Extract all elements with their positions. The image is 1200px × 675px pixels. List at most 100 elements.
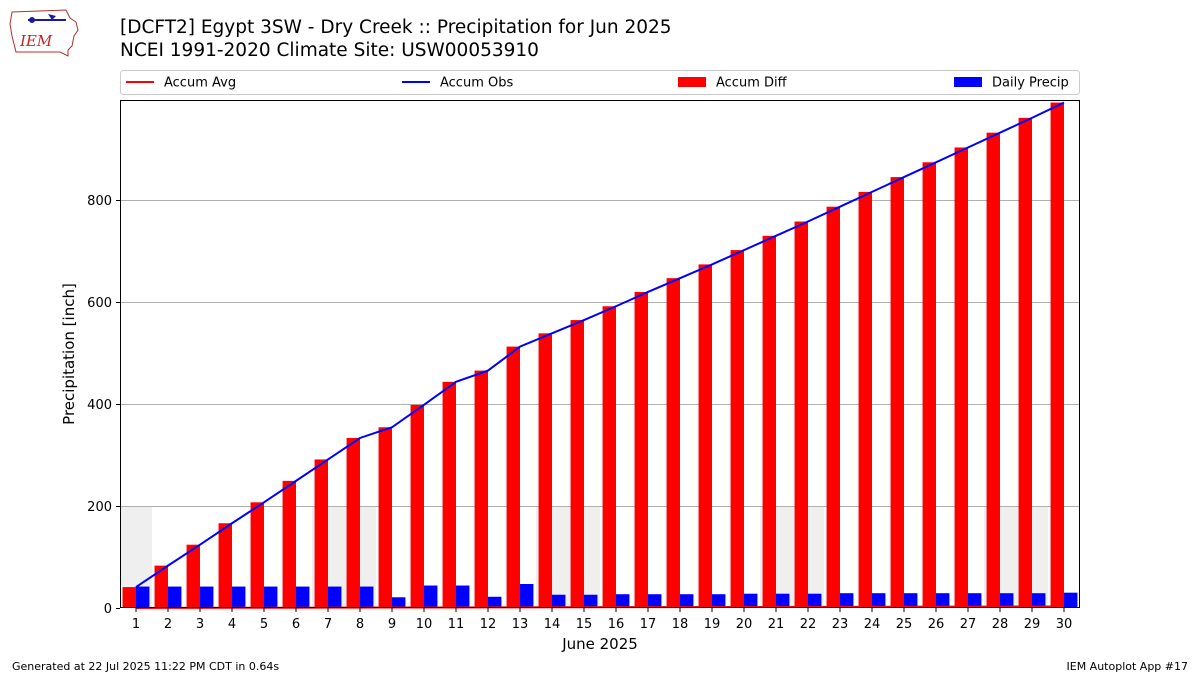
x-tick-label: 17 <box>640 617 657 632</box>
logo-sensor <box>29 17 35 23</box>
daily-precip-bar <box>488 596 502 608</box>
daily-precip-bar <box>1064 592 1078 608</box>
y-axis-label: Precipitation [inch] <box>60 283 78 425</box>
accum-diff-bar <box>698 264 712 608</box>
legend: Accum Avg Accum Obs Accum Diff Daily Precip <box>120 70 1080 95</box>
accum-diff-bar <box>346 437 360 608</box>
daily-precip-bar <box>360 586 374 608</box>
x-tick-label: 22 <box>800 617 817 632</box>
y-tick-label: 200 <box>87 500 112 515</box>
accum-diff-bar <box>122 587 136 608</box>
x-tick-label: 19 <box>704 617 721 632</box>
accum-diff-bar <box>474 370 488 608</box>
bar-series <box>122 102 1078 609</box>
x-tick-label: 6 <box>292 617 300 632</box>
x-tick-label: 16 <box>608 617 625 632</box>
legend-swatch-daily-precip <box>954 77 982 87</box>
daily-precip-bar <box>520 584 534 608</box>
app-credit: IEM Autoplot App #17 <box>1066 660 1189 673</box>
daily-precip-bar <box>264 586 278 608</box>
daily-precip-bar <box>776 593 790 608</box>
x-tick-label: 5 <box>260 617 268 632</box>
y-tick-label: 400 <box>87 398 112 413</box>
accum-diff-bar <box>890 177 904 609</box>
x-tick-label: 18 <box>672 617 689 632</box>
chart-title: [DCFT2] Egypt 3SW - Dry Creek :: Precipi… <box>120 17 672 38</box>
legend-label-accum-obs: Accum Obs <box>440 76 513 91</box>
daily-precip-bar <box>584 594 598 608</box>
accum-diff-bar <box>954 147 968 609</box>
x-tick-label: 11 <box>448 617 465 632</box>
accum-diff-bar <box>410 404 424 608</box>
generated-timestamp: Generated at 22 Jul 2025 11:22 PM CDT in… <box>12 660 280 673</box>
daily-precip-bar <box>392 597 406 608</box>
accum-diff-bar <box>730 250 744 608</box>
logo-vane <box>48 14 56 20</box>
daily-precip-bar <box>552 594 566 608</box>
y-axis: 0 200 400 600 800 <box>87 194 120 617</box>
chart-subtitle: NCEI 1991-2020 Climate Site: USW00053910 <box>120 40 539 61</box>
x-tick-label: 14 <box>544 617 561 632</box>
daily-precip-bar <box>840 593 854 608</box>
plot-frame <box>120 100 1080 608</box>
legend-frame <box>120 70 1080 95</box>
daily-precip-bar <box>456 585 470 608</box>
x-tick-label: 1 <box>132 617 140 632</box>
legend-label-daily-precip: Daily Precip <box>992 76 1069 91</box>
x-tick-label: 12 <box>480 617 497 632</box>
x-tick-label: 24 <box>864 617 881 632</box>
accum-diff-bar <box>218 523 232 608</box>
x-tick-label: 9 <box>388 617 396 632</box>
daily-precip-bar <box>232 586 246 608</box>
y-gridlines <box>120 200 1080 507</box>
daily-precip-bar <box>872 593 886 608</box>
x-tick-label: 25 <box>896 617 913 632</box>
daily-precip-bar <box>616 594 630 608</box>
y-tick-label: 0 <box>104 602 112 617</box>
accum-diff-bar <box>858 191 872 609</box>
daily-precip-bar <box>648 594 662 608</box>
accum-diff-bar <box>186 544 200 608</box>
x-tick-label: 15 <box>576 617 593 632</box>
accum-diff-bar <box>1050 102 1064 608</box>
daily-precip-bar <box>328 586 342 608</box>
legend-swatch-accum-diff <box>678 77 706 87</box>
accum-diff-bar <box>442 381 456 608</box>
daily-precip-bar <box>1032 593 1046 608</box>
y-tick-label: 800 <box>87 194 112 209</box>
accum-diff-bar <box>826 206 840 609</box>
accum-diff-bar <box>538 333 552 608</box>
accum-diff-bar <box>986 132 1000 609</box>
accum-diff-bar <box>378 427 392 608</box>
daily-precip-bar <box>968 593 982 608</box>
daily-precip-bar <box>296 586 310 608</box>
iem-logo: IEM <box>9 9 79 57</box>
accum-diff-bar <box>250 502 264 608</box>
accum-diff-bar <box>314 459 328 608</box>
x-tick-label: 29 <box>1024 617 1041 632</box>
x-tick-label: 2 <box>164 617 172 632</box>
legend-label-accum-avg: Accum Avg <box>164 76 236 91</box>
daily-precip-bar <box>1000 593 1014 608</box>
x-axis: 1 2 3 4 5 6 7 8 9 10 11 12 13 14 15 16 17 18 19 20 21 22 23 24 2… <box>132 608 1072 632</box>
x-tick-label: 20 <box>736 617 753 632</box>
x-tick-label: 8 <box>356 617 364 632</box>
daily-precip-bar <box>712 594 726 608</box>
daily-precip-bar <box>680 594 694 608</box>
accum-diff-bar <box>666 278 680 608</box>
legend-label-accum-diff: Accum Diff <box>716 76 788 91</box>
x-tick-label: 3 <box>196 617 204 632</box>
accum-diff-bar <box>506 346 520 608</box>
accum-diff-bar <box>1018 117 1032 608</box>
accum-diff-bar <box>570 320 584 608</box>
x-axis-label: June 2025 <box>561 635 638 653</box>
accum-diff-bar <box>154 565 168 608</box>
accum-obs-line <box>135 101 1065 588</box>
y-tick-label: 600 <box>87 296 112 311</box>
daily-precip-bar <box>168 586 182 608</box>
accum-diff-bar <box>282 480 296 608</box>
x-tick-label: 21 <box>768 617 785 632</box>
logo-text: IEM <box>19 32 53 50</box>
x-tick-label: 30 <box>1056 617 1073 632</box>
